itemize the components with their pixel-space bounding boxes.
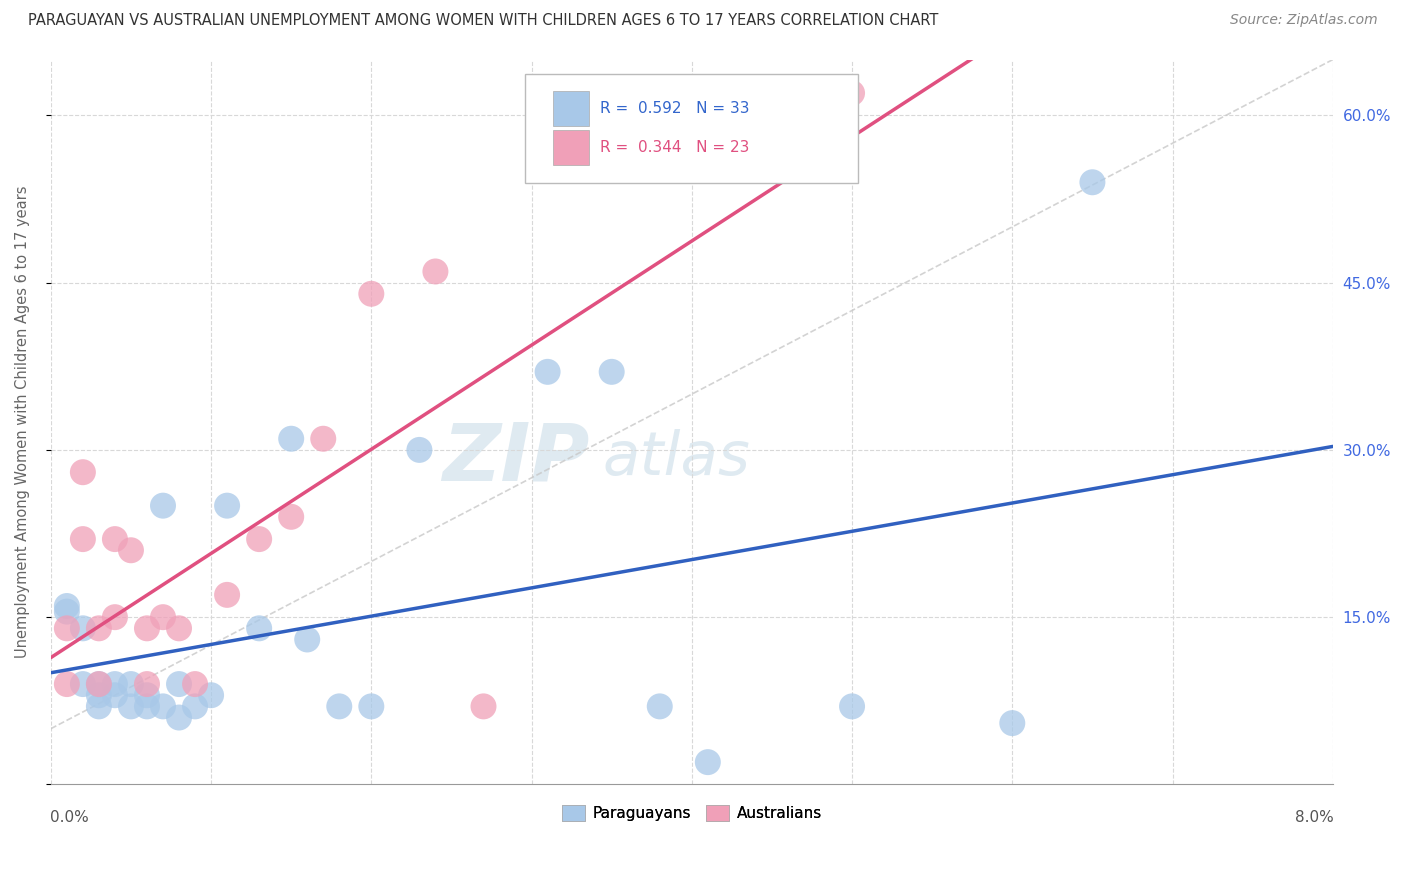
Point xyxy=(247,532,270,546)
Point xyxy=(104,677,127,691)
Point xyxy=(167,621,190,635)
Point xyxy=(56,605,79,619)
Point xyxy=(472,699,495,714)
Point xyxy=(72,677,94,691)
Legend: Paraguayans, Australians: Paraguayans, Australians xyxy=(555,799,828,828)
Point xyxy=(745,142,768,156)
Point xyxy=(56,599,79,613)
Point xyxy=(87,699,110,714)
Point xyxy=(696,755,718,769)
Point xyxy=(841,86,863,100)
Point xyxy=(87,688,110,702)
Point xyxy=(184,699,207,714)
Point xyxy=(328,699,350,714)
Point xyxy=(167,710,190,724)
Point xyxy=(87,677,110,691)
Point xyxy=(152,610,174,624)
Text: R =  0.344   N = 23: R = 0.344 N = 23 xyxy=(599,140,749,155)
Point xyxy=(120,543,142,558)
Point xyxy=(72,532,94,546)
Text: Source: ZipAtlas.com: Source: ZipAtlas.com xyxy=(1230,13,1378,28)
Point xyxy=(247,621,270,635)
Point xyxy=(87,621,110,635)
Point xyxy=(600,365,623,379)
Point xyxy=(408,442,430,457)
Point xyxy=(312,432,335,446)
Text: ZIP: ZIP xyxy=(441,419,589,497)
Point xyxy=(648,699,671,714)
Text: R =  0.592   N = 33: R = 0.592 N = 33 xyxy=(599,102,749,116)
Point xyxy=(72,621,94,635)
Point xyxy=(184,677,207,691)
Point xyxy=(217,499,239,513)
Point xyxy=(360,699,382,714)
Point xyxy=(217,588,239,602)
Point xyxy=(120,699,142,714)
Text: atlas: atlas xyxy=(602,429,749,488)
Point xyxy=(152,699,174,714)
Y-axis label: Unemployment Among Women with Children Ages 6 to 17 years: Unemployment Among Women with Children A… xyxy=(15,186,30,658)
Point xyxy=(280,509,302,524)
Point xyxy=(136,621,159,635)
Point xyxy=(360,286,382,301)
Point xyxy=(136,699,159,714)
Point xyxy=(136,688,159,702)
FancyBboxPatch shape xyxy=(554,130,589,165)
Text: PARAGUAYAN VS AUSTRALIAN UNEMPLOYMENT AMONG WOMEN WITH CHILDREN AGES 6 TO 17 YEA: PARAGUAYAN VS AUSTRALIAN UNEMPLOYMENT AM… xyxy=(28,13,938,29)
Point xyxy=(87,677,110,691)
Point xyxy=(104,688,127,702)
Point xyxy=(152,499,174,513)
Point xyxy=(120,677,142,691)
Point xyxy=(104,610,127,624)
Point xyxy=(56,677,79,691)
Text: 8.0%: 8.0% xyxy=(1295,810,1334,825)
Point xyxy=(297,632,319,647)
FancyBboxPatch shape xyxy=(526,74,859,183)
Point xyxy=(1001,716,1024,731)
Point xyxy=(425,264,447,278)
Point xyxy=(56,621,79,635)
FancyBboxPatch shape xyxy=(554,92,589,127)
Point xyxy=(72,465,94,479)
Point xyxy=(280,432,302,446)
Point xyxy=(167,677,190,691)
Point xyxy=(200,688,222,702)
Text: 0.0%: 0.0% xyxy=(49,810,89,825)
Point xyxy=(104,532,127,546)
Point xyxy=(136,677,159,691)
Point xyxy=(841,699,863,714)
Point xyxy=(1081,175,1104,189)
Point xyxy=(536,365,558,379)
